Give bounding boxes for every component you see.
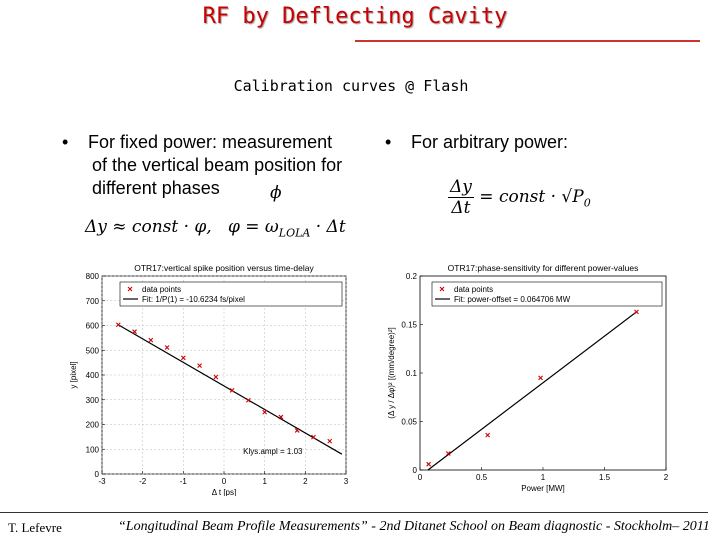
bullet-left: • For fixed power: measurement of the ver… bbox=[62, 131, 392, 200]
data-point bbox=[485, 432, 491, 438]
data-point bbox=[132, 329, 137, 335]
footer-citation: “Longitudinal Beam Profile Measurements”… bbox=[118, 519, 710, 534]
x-tick-label: 1.5 bbox=[599, 473, 611, 482]
legend-box bbox=[119, 281, 343, 307]
y-tick-label: 0 bbox=[413, 466, 418, 475]
fit-line bbox=[427, 311, 637, 471]
bullet-right: • For arbitrary power: bbox=[385, 131, 568, 154]
bullet-dot: • bbox=[385, 132, 392, 152]
y-tick-label: 700 bbox=[86, 297, 100, 306]
y-tick-label: 0.05 bbox=[401, 418, 417, 427]
data-point bbox=[634, 309, 639, 315]
chart-phase-sensitivity: OTR17:phase-sensitivity for different po… bbox=[387, 263, 669, 493]
y-tick-label: 400 bbox=[86, 371, 100, 380]
data-point bbox=[164, 345, 170, 350]
plot-frame bbox=[419, 275, 667, 471]
legend-marker-icon bbox=[127, 286, 133, 292]
slide-title: RF by Deflecting Cavity bbox=[202, 4, 508, 29]
y-tick-label: 0.2 bbox=[406, 272, 418, 281]
data-point bbox=[213, 374, 219, 380]
formula-right-fraction: Δy Δt bbox=[448, 177, 474, 218]
formula-left-subscript: LOLA bbox=[278, 226, 311, 240]
legend-label: data points bbox=[454, 285, 493, 294]
formula-left-part-b: φ = ω bbox=[227, 217, 279, 237]
legend-marker-icon bbox=[439, 286, 445, 292]
x-tick-label: 2 bbox=[303, 477, 308, 486]
chart-title: OTR17:phase-sensitivity for different po… bbox=[448, 263, 639, 273]
data-point bbox=[148, 337, 154, 343]
y-tick-label: 0.15 bbox=[401, 321, 417, 330]
chart-position-vs-delay: OTR17:vertical spike position versus tim… bbox=[69, 263, 349, 496]
y-axis-label: (Δ y / Δφ)² [(mm/degree)²] bbox=[387, 327, 396, 418]
footer-rule bbox=[0, 512, 708, 513]
data-point bbox=[115, 322, 121, 328]
y-tick-label: 800 bbox=[86, 272, 100, 281]
footer-author: T. Lefevre bbox=[8, 520, 62, 535]
data-point bbox=[278, 414, 284, 420]
x-tick-label: 1 bbox=[262, 477, 267, 486]
x-tick-label: 1 bbox=[541, 473, 546, 482]
legend-label: Fit: 1/P(1) = -10.6234 fs/pixel bbox=[142, 295, 245, 304]
formula-right: Δy Δt = const · √P0 bbox=[448, 177, 591, 218]
data-point bbox=[311, 434, 316, 440]
bullet-right-text: For arbitrary power: bbox=[411, 132, 569, 152]
y-tick-label: 600 bbox=[86, 322, 100, 331]
data-point bbox=[246, 397, 251, 403]
data-point bbox=[327, 438, 333, 444]
y-tick-label: 0.1 bbox=[406, 369, 418, 378]
x-tick-label: 3 bbox=[344, 477, 349, 486]
x-axis-label: Power [MW] bbox=[521, 484, 565, 493]
phi-symbol: ϕ bbox=[270, 183, 282, 203]
x-tick-label: -1 bbox=[180, 477, 188, 486]
y-axis-label: y [pixel] bbox=[69, 361, 78, 388]
formula-right-subscript: 0 bbox=[583, 196, 591, 210]
chart-title: OTR17:vertical spike position versus tim… bbox=[134, 263, 314, 273]
legend-box bbox=[431, 281, 663, 307]
data-point bbox=[294, 428, 300, 433]
bullet-dot: • bbox=[62, 132, 69, 152]
formula-right-rest: = const · √P bbox=[479, 187, 584, 207]
y-tick-label: 300 bbox=[86, 396, 100, 405]
x-tick-label: -3 bbox=[98, 477, 106, 486]
slide-subtitle: Calibration curves @ Flash bbox=[233, 77, 469, 95]
data-point bbox=[262, 409, 268, 415]
bullet-left-line-3: different phases bbox=[92, 178, 220, 198]
data-point bbox=[538, 375, 543, 381]
data-point bbox=[229, 387, 235, 393]
data-point bbox=[180, 355, 186, 361]
x-tick-label: -2 bbox=[139, 477, 147, 486]
bullet-left-line-2: of the vertical beam position for bbox=[92, 155, 343, 175]
bullet-left-line-1: For fixed power: measurement bbox=[88, 132, 333, 152]
x-tick-label: 0 bbox=[222, 477, 227, 486]
x-tick-label: 0 bbox=[418, 473, 423, 482]
x-tick-label: 2 bbox=[664, 473, 669, 482]
y-tick-label: 100 bbox=[86, 445, 100, 454]
formula-left: Δy ≈ const · φ, φ = ωLOLA · Δt bbox=[85, 217, 346, 239]
title-underline bbox=[355, 40, 700, 42]
data-point bbox=[197, 363, 202, 368]
y-tick-label: 200 bbox=[86, 421, 100, 430]
x-tick-label: 0.5 bbox=[476, 473, 488, 482]
y-tick-label: 0 bbox=[95, 470, 100, 479]
fit-line bbox=[117, 324, 343, 455]
x-axis-label: Δ t [ps] bbox=[212, 488, 236, 496]
y-tick-label: 500 bbox=[86, 346, 100, 355]
legend-label: Fit: power-offset = 0.064706 MW bbox=[454, 295, 571, 304]
formula-left-part-c: · Δt bbox=[310, 217, 346, 237]
legend-label: data points bbox=[142, 285, 181, 294]
formula-right-denominator: Δt bbox=[451, 198, 471, 218]
formula-left-part-a: Δy ≈ const · φ, bbox=[85, 217, 212, 237]
formula-right-numerator: Δy bbox=[448, 177, 474, 198]
data-point bbox=[426, 461, 431, 467]
chart-annotation: Klys.ampl = 1.03 bbox=[243, 447, 303, 456]
data-point bbox=[445, 451, 451, 456]
